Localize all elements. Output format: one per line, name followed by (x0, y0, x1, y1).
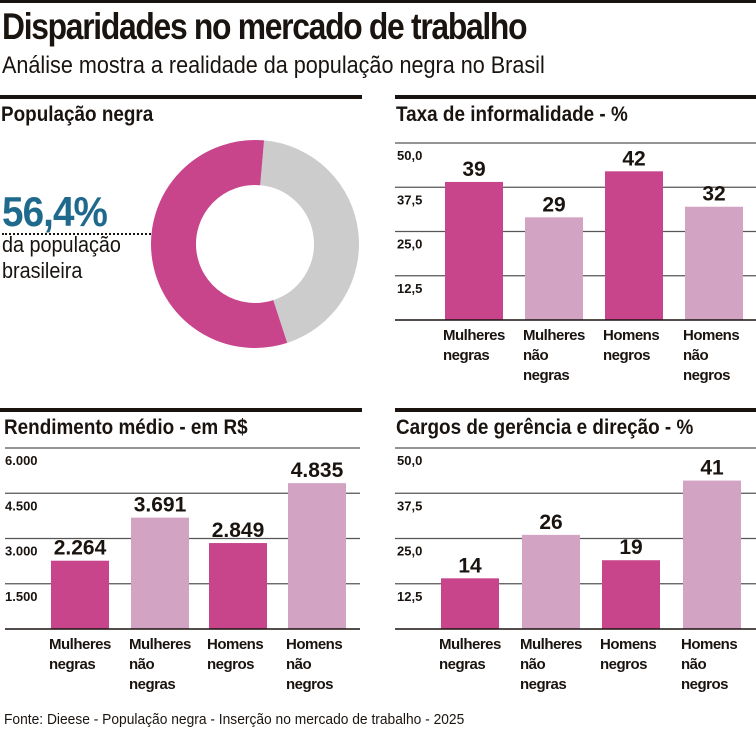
donut-title: População negra (1, 103, 154, 126)
bar (288, 483, 346, 629)
bar (602, 560, 660, 629)
value-label: 29 (542, 193, 565, 216)
category-label-line: negras (49, 656, 96, 673)
donut-slice-others (259, 140, 359, 343)
value-label: 39 (462, 158, 485, 181)
value-label: 19 (619, 536, 642, 559)
y-tick-label: 50,0 (397, 148, 422, 163)
value-label: 2.264 (54, 537, 107, 560)
category-label: Mulheres não negras (520, 635, 582, 695)
category-label-line: Mulheres (523, 327, 585, 344)
category-label-line: negras (520, 676, 567, 693)
category-label-line: Homens (207, 636, 264, 653)
page-subtitle: Análise mostra a realidade da população … (2, 52, 545, 79)
value-label: 42 (622, 147, 645, 170)
category-label: Mulheres negras (443, 326, 505, 366)
category-label-line: negros (681, 676, 729, 693)
source-footer: Fonte: Dieese - População negra - Inserç… (4, 711, 465, 728)
y-tick-label: 6.000 (5, 453, 38, 468)
category-label: Homens não negros (683, 326, 740, 386)
leader-line (2, 233, 158, 235)
y-tick-label: 37,5 (397, 498, 422, 513)
category-label-line: negras (523, 367, 570, 384)
bar (685, 206, 743, 320)
bar (522, 534, 580, 629)
bar (605, 171, 663, 320)
top-rule (0, 0, 756, 3)
category-label-line: Homens (683, 327, 740, 344)
y-tick-label: 1.500 (5, 589, 38, 604)
category-label-line: não (520, 656, 546, 673)
category-label-line: não (683, 347, 709, 364)
category-label-line: Mulheres (443, 327, 505, 344)
category-label: Mulheres não negras (523, 326, 585, 386)
section-rule (0, 408, 362, 412)
value-label: 14 (458, 554, 482, 577)
category-label: Mulheres negras (49, 635, 111, 675)
page-title: Disparidades no mercado de trabalho (2, 6, 528, 47)
bar (209, 543, 267, 629)
informality-title: Taxa de informalidade - % (396, 103, 628, 126)
value-label: 26 (539, 511, 562, 534)
category-label-line: Mulheres (439, 636, 501, 653)
bar (445, 181, 503, 320)
category-label-line: negros (600, 656, 648, 673)
category-label: Homens negros (207, 635, 264, 675)
category-label-line: Homens (603, 327, 660, 344)
bar (441, 578, 499, 629)
value-label: 32 (702, 183, 725, 206)
y-tick-label: 12,5 (397, 589, 422, 604)
category-label-line: Mulheres (129, 636, 191, 653)
section-rule (395, 95, 756, 99)
donut-slice-black-population (151, 140, 288, 348)
category-label: Mulheres não negras (129, 635, 191, 695)
category-label: Homens negros (603, 326, 660, 366)
value-label: 41 (700, 457, 724, 480)
income-title: Rendimento médio - em R$ (4, 416, 248, 439)
category-label-line: negros (207, 656, 255, 673)
category-label-line: não (681, 656, 707, 673)
section-rule (395, 408, 756, 412)
category-label-line: negras (439, 656, 486, 673)
bar (131, 517, 189, 629)
donut-caption: da população brasileira (2, 232, 121, 284)
category-label: Homens não negros (681, 635, 738, 695)
value-label: 2.849 (212, 519, 265, 542)
section-rule (0, 95, 362, 99)
bar (51, 560, 109, 629)
category-label-line: negras (129, 676, 176, 693)
y-tick-label: 25,0 (397, 237, 422, 252)
value-label: 3.691 (134, 494, 187, 517)
donut-value: 56,4% (2, 188, 108, 235)
category-label-line: negros (603, 347, 651, 364)
caption-line: brasileira (2, 258, 83, 283)
category-label-line: Homens (286, 636, 343, 653)
category-label-line: negros (683, 367, 731, 384)
y-tick-label: 25,0 (397, 544, 422, 559)
category-label-line: não (523, 347, 549, 364)
category-label: Homens negros (600, 635, 657, 675)
y-tick-label: 4.500 (5, 498, 38, 513)
management-title: Cargos de gerência e direção - % (396, 416, 694, 439)
y-tick-label: 12,5 (397, 281, 422, 296)
y-tick-label: 50,0 (397, 453, 422, 468)
y-tick-label: 37,5 (397, 192, 422, 207)
category-label-line: Mulheres (520, 636, 582, 653)
category-label-line: Mulheres (49, 636, 111, 653)
category-label-line: Homens (600, 636, 657, 653)
category-label-line: Homens (681, 636, 738, 653)
y-tick-label: 3.000 (5, 544, 38, 559)
category-label-line: não (129, 656, 155, 673)
category-label-line: negros (286, 676, 334, 693)
category-label: Mulheres negras (439, 635, 501, 675)
category-label-line: não (286, 656, 312, 673)
value-label: 4.835 (291, 459, 344, 482)
caption-line: da população (2, 232, 121, 257)
category-label-line: negras (443, 347, 490, 364)
bar (525, 217, 583, 320)
bar (683, 480, 741, 629)
category-label: Homens não negros (286, 635, 343, 695)
